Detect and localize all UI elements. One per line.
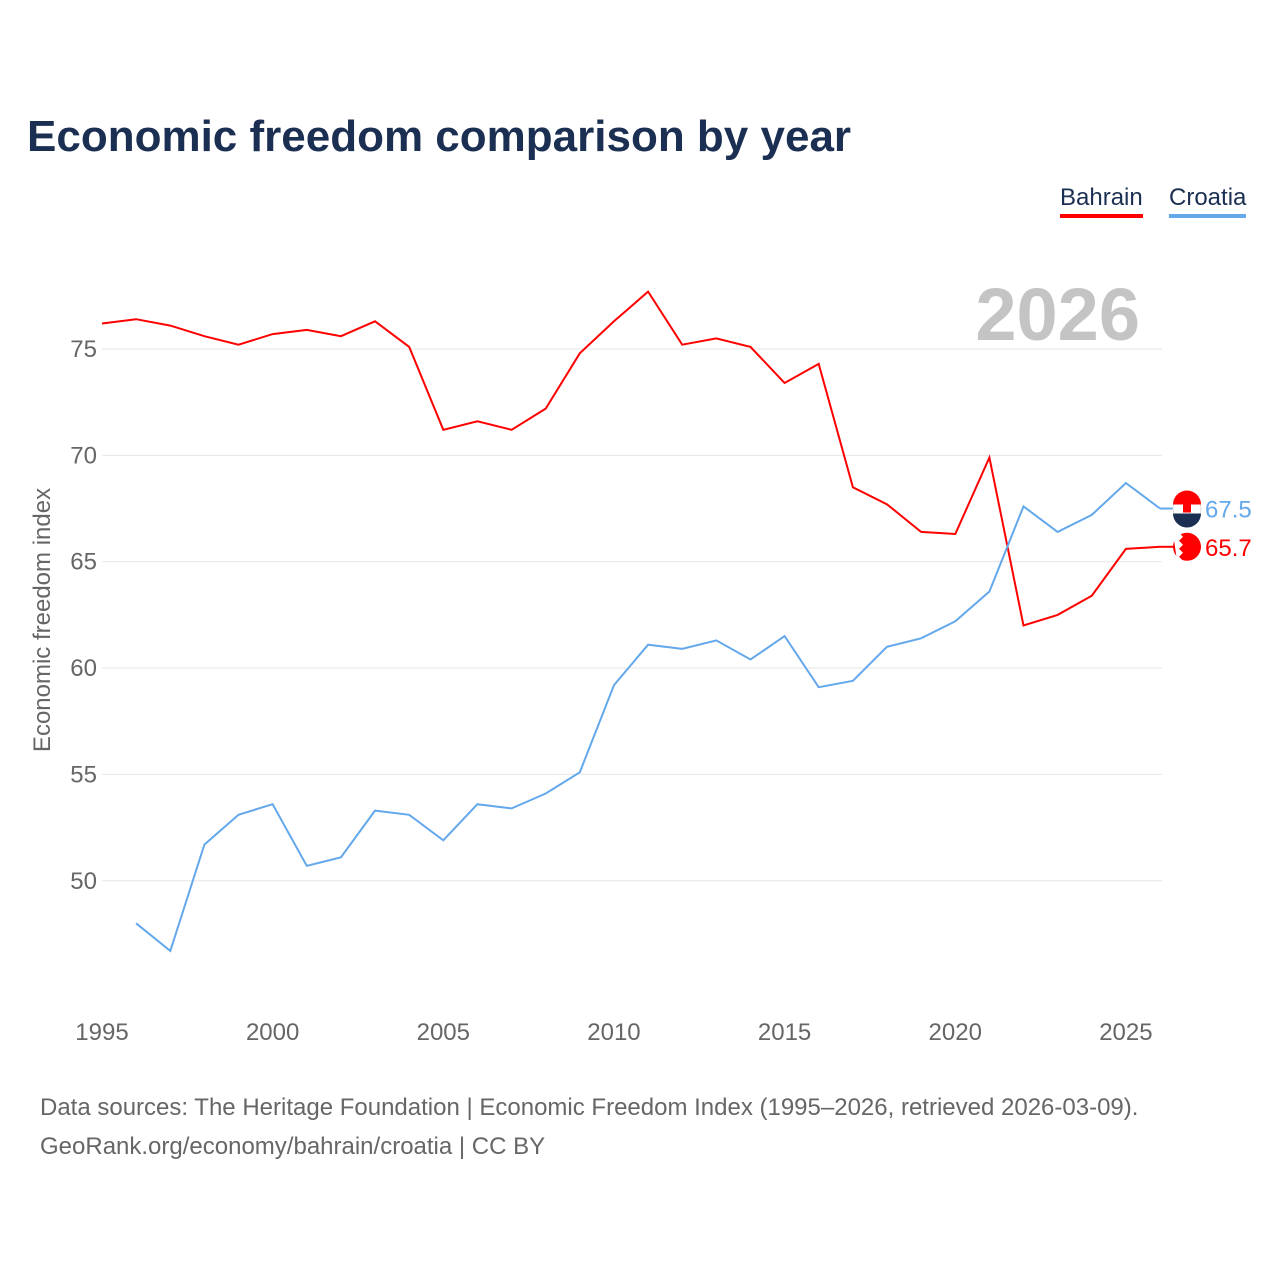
data-point — [816, 684, 822, 690]
x-tick-label: 2000 — [246, 1019, 299, 1046]
source-note: Data sources: The Heritage Foundation | … — [40, 1088, 1138, 1166]
data-point — [679, 342, 685, 348]
data-point — [884, 644, 890, 650]
data-point — [474, 801, 480, 807]
data-point — [167, 948, 173, 954]
data-point — [1089, 593, 1095, 599]
data-point — [713, 335, 719, 341]
data-point — [884, 501, 890, 507]
data-point — [270, 801, 276, 807]
x-tick-label: 2020 — [929, 1019, 982, 1046]
y-tick-label: 65 — [70, 549, 97, 576]
data-point — [509, 805, 515, 811]
source-link[interactable]: GeoRank.org/economy/bahrain/croatia | CC… — [40, 1133, 546, 1160]
data-point — [713, 637, 719, 643]
data-point — [338, 333, 344, 339]
data-point — [372, 808, 378, 814]
data-point — [782, 633, 788, 639]
data-point — [782, 380, 788, 386]
data-point — [1055, 612, 1061, 618]
data-point — [236, 342, 242, 348]
data-point — [1089, 512, 1095, 518]
y-axis-label: Economic freedom index — [29, 488, 56, 752]
source-line: Data sources: The Heritage Foundation | … — [40, 1094, 1139, 1121]
series-line-bahrain — [101, 290, 1161, 627]
y-tick-label: 75 — [70, 336, 97, 363]
data-point — [577, 769, 583, 775]
x-tick-label: 1995 — [75, 1019, 128, 1046]
end-value-label: 65.7 — [1205, 535, 1252, 562]
data-point — [952, 618, 958, 624]
data-point — [338, 854, 344, 860]
data-point — [201, 333, 207, 339]
y-tick-label: 70 — [70, 442, 97, 469]
data-point — [850, 484, 856, 490]
data-point — [167, 323, 173, 329]
data-point — [1021, 503, 1027, 509]
flag-icon-bahrain — [1173, 532, 1201, 561]
data-point — [1123, 480, 1129, 486]
data-point — [986, 588, 992, 594]
data-point — [440, 427, 446, 433]
data-point — [850, 678, 856, 684]
flag-red-band — [1173, 490, 1201, 505]
data-point — [679, 646, 685, 652]
x-tick-label: 2015 — [758, 1019, 811, 1046]
data-point — [1021, 623, 1027, 629]
x-tick-label: 2010 — [587, 1019, 640, 1046]
data-point — [440, 837, 446, 843]
year-watermark: 2026 — [975, 273, 1140, 356]
flag-shield — [1183, 502, 1191, 513]
data-point — [270, 331, 276, 337]
data-point — [577, 350, 583, 356]
legend-bahrain[interactable]: Bahrain — [1060, 184, 1143, 218]
data-point — [611, 682, 617, 688]
data-point — [747, 657, 753, 663]
data-point — [543, 406, 549, 412]
data-point — [645, 289, 651, 295]
data-point — [133, 316, 139, 322]
data-point — [645, 642, 651, 648]
data-point — [99, 320, 105, 326]
data-point — [747, 344, 753, 350]
data-point — [986, 454, 992, 460]
x-tick-label: 2005 — [417, 1019, 470, 1046]
data-point — [611, 318, 617, 324]
x-tick-label: 2025 — [1099, 1019, 1152, 1046]
data-point — [372, 318, 378, 324]
data-point — [133, 920, 139, 926]
y-tick-label: 60 — [70, 655, 97, 682]
chart-title: Economic freedom comparison by year — [27, 112, 852, 161]
series-line-croatia — [135, 481, 1161, 953]
data-point — [543, 791, 549, 797]
data-point — [918, 529, 924, 535]
flag-white-band — [1173, 532, 1183, 561]
flag-blue-band — [1173, 513, 1201, 528]
data-point — [918, 635, 924, 641]
y-tick-label: 50 — [70, 868, 97, 895]
data-point — [304, 327, 310, 333]
data-point — [236, 812, 242, 818]
data-point — [952, 531, 958, 537]
end-value-label: 67.5 — [1205, 497, 1252, 524]
data-point — [1055, 529, 1061, 535]
data-point — [406, 344, 412, 350]
data-point — [406, 812, 412, 818]
data-point — [509, 427, 515, 433]
y-tick-label: 55 — [70, 761, 97, 788]
data-point — [304, 863, 310, 869]
data-point — [816, 361, 822, 367]
flag-icon-croatia — [1172, 490, 1202, 528]
data-point — [201, 842, 207, 848]
legend-croatia[interactable]: Croatia — [1169, 184, 1247, 218]
data-point — [1123, 546, 1129, 552]
data-point — [474, 418, 480, 424]
